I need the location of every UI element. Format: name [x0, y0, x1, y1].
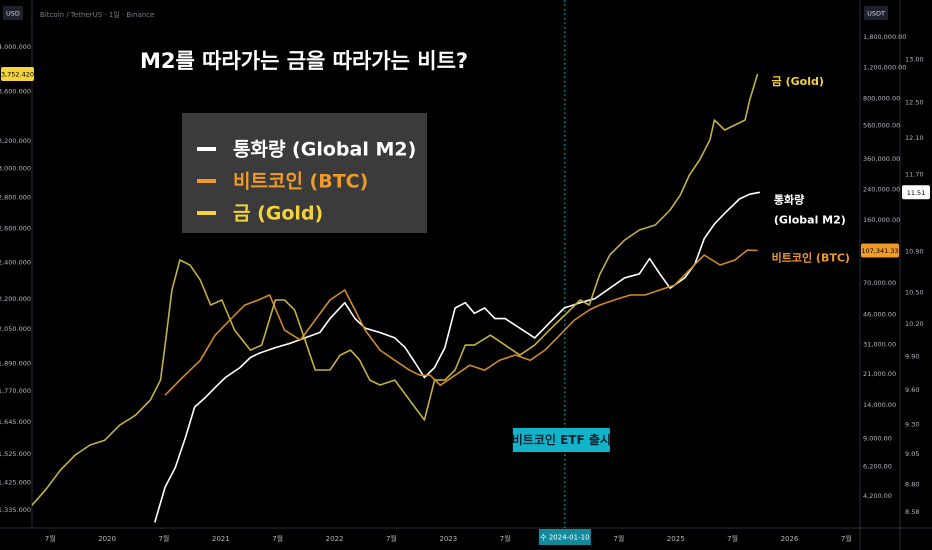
end-label: (Global M2)	[774, 213, 846, 226]
series-line	[154, 191, 761, 523]
y-tick-label: 9.05	[905, 450, 919, 458]
y-tick-label: 10.90	[905, 248, 924, 256]
legend-label: 통화량 (Global M2)	[233, 139, 416, 161]
y-tick-label: 360,000.00	[863, 155, 900, 163]
x-tick-label: 2021	[212, 535, 230, 543]
unit-box[interactable]	[864, 6, 888, 20]
end-label: 통화량	[774, 192, 804, 206]
y-tick-label: 2,800.000	[0, 193, 31, 201]
unit-box[interactable]	[3, 6, 23, 20]
x-tick-label: 2025	[667, 535, 685, 543]
y-tick-label: 12.10	[905, 134, 924, 142]
y-tick-label: 9.30	[905, 420, 919, 428]
x-tick-label: 2026	[781, 535, 799, 543]
y-tick-label: 1,890.000	[0, 359, 31, 367]
source: Bitcoin / TetherUS · 1일 · Binance	[40, 10, 154, 19]
y-tick-label: 12.50	[905, 98, 924, 106]
y-tick-label: 11.70	[905, 170, 924, 178]
y-tick-label: 9.90	[905, 352, 919, 360]
y-tick-label: 160,000.00	[863, 216, 900, 224]
y-tick-label: 3,200.000	[0, 137, 31, 145]
x-tick-label: 7월	[841, 534, 852, 543]
chart-title: M2를 따라가는 금을 따라가는 비트?	[140, 49, 468, 73]
y-tick-label: 6,200.00	[863, 463, 892, 471]
x-tick-label: 2022	[326, 535, 344, 543]
y-tick-label: 560,000.00	[863, 121, 900, 129]
y-tick-label: 240,000.00	[863, 186, 900, 194]
y-tick-label: 31,000.00	[863, 341, 896, 349]
y-tick-label: 8.58	[905, 508, 919, 516]
price-label-box	[1, 66, 34, 81]
y-tick-label: 9,000.00	[863, 434, 892, 442]
x-tick-label: 2023	[439, 535, 457, 543]
y-tick-label: 3,600.000	[0, 87, 31, 95]
y-tick-label: 1,525.000	[0, 450, 31, 458]
y-tick-label: 8.80	[905, 481, 919, 489]
event-date-box	[538, 529, 591, 545]
x-tick-label: 2020	[98, 535, 116, 543]
y-tick-label: 1,800,000.00	[863, 33, 906, 41]
y-tick-label: 1,335.000	[0, 506, 31, 514]
y2-unit: USDT	[867, 10, 885, 18]
y-tick-label: 1,645.000	[0, 418, 31, 426]
x-tick-label: 7월	[386, 534, 397, 543]
x-tick-label: 7월	[45, 534, 56, 543]
price-label: 107,341.33	[861, 247, 898, 255]
y-tick-label: 2,200.000	[0, 295, 31, 303]
legend-label: 금 (Gold)	[233, 203, 323, 225]
y-tick-label: 1,425.000	[0, 478, 31, 486]
event-date: 수 2024-01-10	[540, 534, 589, 542]
y-tick-label: 1,770.000	[0, 387, 31, 395]
y-tick-label: 2,400.000	[0, 258, 31, 266]
price-label-box	[861, 243, 899, 258]
x-tick-label: 7월	[500, 534, 511, 543]
y-tick-label: 4,200.00	[863, 492, 892, 500]
series-line	[31, 73, 759, 506]
y-tick-label: 1,200,000.00	[863, 64, 906, 72]
y-unit: USD	[6, 10, 20, 18]
x-tick-label: 7월	[613, 534, 624, 543]
y-tick-label: 14,000.00	[863, 401, 896, 409]
y-tick-label: 21,000.00	[863, 370, 896, 378]
y-tick-label: 2,600.000	[0, 225, 31, 233]
legend-label: 비트코인 (BTC)	[233, 171, 368, 193]
price-label-box	[902, 185, 930, 200]
y-tick-label: 9.60	[905, 386, 919, 394]
y-tick-label: 800,000.00	[863, 94, 900, 102]
legend-box	[182, 113, 427, 233]
end-label: 금 (Gold)	[772, 75, 824, 88]
y-tick-label: 13.00	[905, 56, 924, 64]
y-tick-label: 4,000.000	[0, 43, 31, 51]
annotation: 비트코인 ETF 출시	[512, 432, 611, 447]
y-tick-label: 70,000.00	[863, 279, 896, 287]
x-tick-label: 7월	[158, 534, 169, 543]
x-tick-label: 7월	[727, 534, 738, 543]
y-tick-label: 10.50	[905, 288, 924, 296]
series-line	[164, 249, 758, 396]
y-tick-label: 10.20	[905, 320, 924, 328]
y-tick-label: 2,050.000	[0, 325, 31, 333]
y-tick-label: 46,000.00	[863, 311, 896, 319]
end-label: 비트코인 (BTC)	[772, 250, 850, 264]
y-tick-label: 3,000.000	[0, 164, 31, 172]
price-label: 3,752.420	[1, 70, 34, 78]
x-tick-label: 7월	[272, 534, 283, 543]
price-label: 11.51	[907, 189, 926, 197]
annotation-box	[512, 428, 610, 452]
